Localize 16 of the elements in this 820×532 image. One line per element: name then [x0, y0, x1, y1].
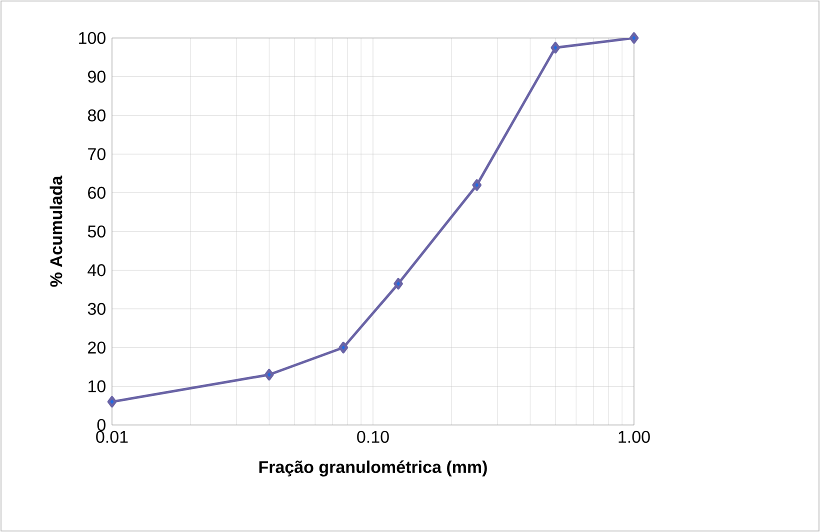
x-tick-label: 0.10: [357, 430, 389, 443]
y-tick-label: 30: [88, 302, 106, 315]
y-tick-label: 100: [79, 32, 106, 44]
y-tick-label: 70: [88, 148, 106, 160]
x-tick-label: 1.00: [618, 430, 650, 443]
y-tick-label: 10: [88, 380, 106, 392]
y-axis-title: % Acumulada: [50, 176, 62, 287]
y-tick-label: 90: [88, 70, 106, 83]
y-tick-label: 60: [88, 186, 106, 199]
y-tick-label: 40: [88, 264, 106, 276]
x-axis-title: Fração granulométrica (mm): [259, 460, 487, 476]
y-tick-label: 80: [88, 109, 106, 122]
y-tick-label: 20: [88, 342, 106, 354]
y-tick-label: 50: [88, 225, 106, 238]
y-tick-label: 0: [97, 418, 106, 432]
x-tick-label: 0.01: [96, 430, 128, 443]
